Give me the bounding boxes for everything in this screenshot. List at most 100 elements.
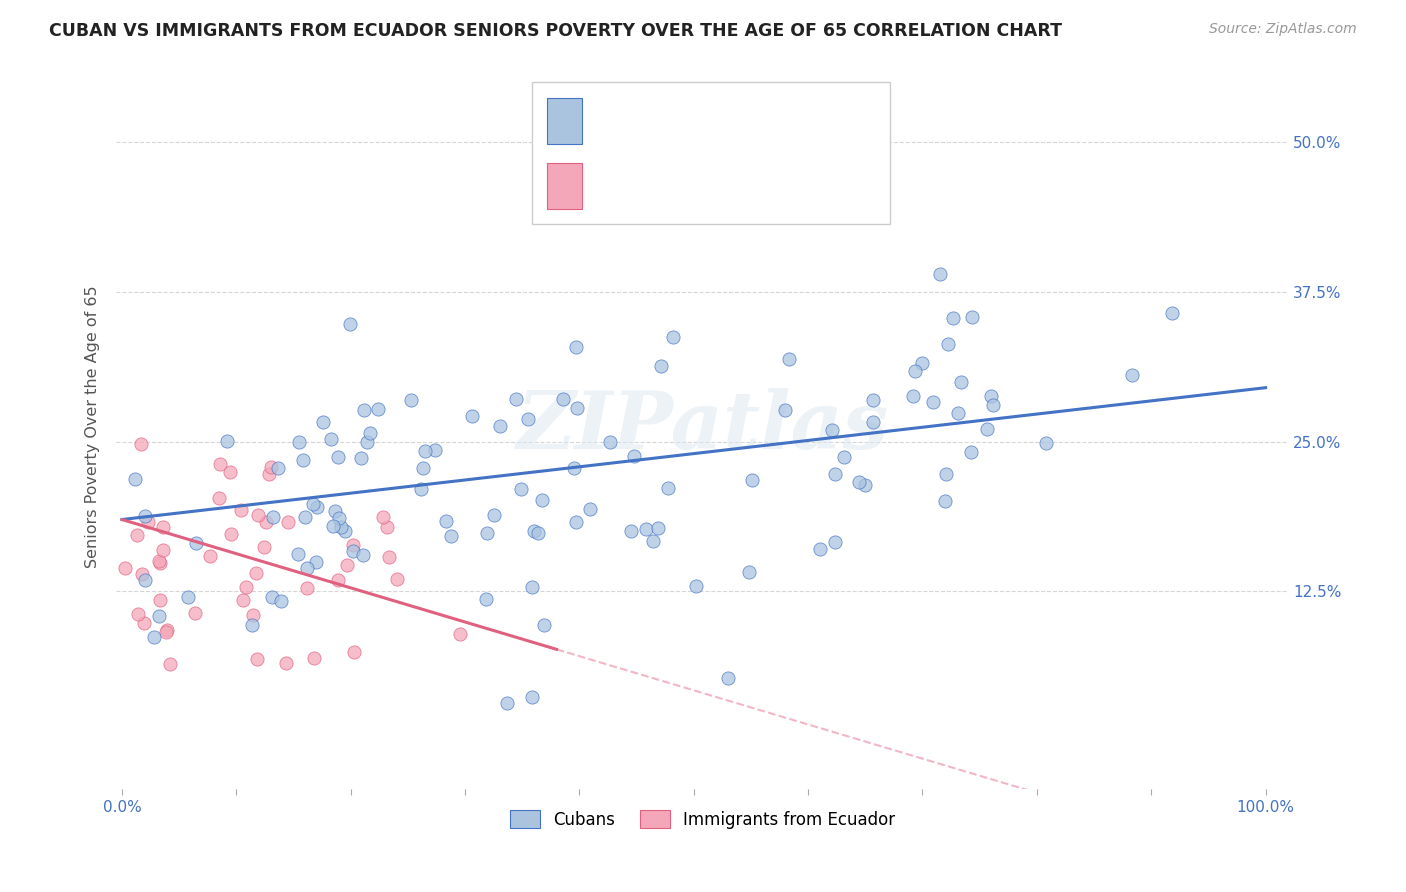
Point (149, 556, 172, 570)
Point (342, 544, 364, 558)
Point (562, 461, 585, 475)
Point (385, 572, 408, 586)
Point (208, 491, 231, 505)
Point (321, 433, 343, 447)
Point (305, 500, 328, 515)
Point (152, 520, 174, 534)
Point (862, 415, 884, 429)
Point (267, 461, 290, 475)
Point (1035, 435, 1057, 450)
Point (356, 434, 378, 449)
Point (339, 317, 361, 331)
Point (903, 364, 925, 378)
Point (832, 450, 855, 465)
Point (950, 375, 973, 389)
Point (373, 510, 395, 524)
Point (1121, 368, 1143, 382)
Point (934, 494, 956, 508)
Point (328, 450, 350, 464)
Point (928, 267, 950, 281)
Point (496, 696, 519, 710)
Point (159, 657, 181, 672)
Point (412, 461, 434, 475)
Point (254, 515, 277, 529)
Point (294, 510, 316, 524)
Point (935, 467, 957, 481)
Point (505, 392, 527, 406)
Point (270, 594, 292, 608)
Point (922, 395, 945, 409)
Point (911, 356, 934, 370)
Point (773, 403, 796, 417)
Point (526, 525, 548, 540)
Text: ZIPatlas: ZIPatlas (516, 388, 889, 466)
Point (350, 450, 373, 465)
Point (482, 508, 505, 522)
Point (636, 522, 658, 536)
Point (232, 593, 254, 607)
Y-axis label: Seniors Poverty Over the Age of 65: Seniors Poverty Over the Age of 65 (86, 285, 100, 568)
Point (620, 524, 643, 538)
Point (434, 514, 457, 528)
Legend: Cubans, Immigrants from Ecuador: Cubans, Immigrants from Ecuador (503, 804, 901, 835)
Point (131, 437, 153, 451)
Point (657, 481, 679, 495)
Point (260, 460, 283, 475)
Point (440, 529, 463, 543)
Point (342, 538, 364, 552)
Point (221, 526, 243, 541)
Point (246, 508, 269, 523)
Point (143, 630, 166, 644)
Point (359, 426, 381, 441)
Point (520, 690, 543, 705)
Point (134, 508, 156, 523)
Point (257, 467, 280, 482)
Point (510, 482, 533, 496)
Point (375, 520, 398, 534)
Point (564, 340, 586, 354)
Point (148, 554, 170, 568)
Point (960, 445, 983, 459)
Point (329, 520, 352, 534)
Point (1161, 306, 1184, 320)
Point (336, 558, 359, 572)
Point (415, 444, 437, 458)
Point (450, 626, 472, 640)
Point (305, 554, 328, 568)
Point (184, 606, 207, 620)
Point (352, 548, 374, 562)
Point (353, 403, 375, 417)
Point (821, 423, 844, 437)
Point (565, 401, 588, 415)
Point (579, 501, 602, 516)
Point (461, 409, 484, 423)
Point (288, 434, 311, 449)
Point (322, 518, 344, 533)
Point (533, 618, 555, 632)
Text: CUBAN VS IMMIGRANTS FROM ECUADOR SENIORS POVERTY OVER THE AGE OF 65 CORRELATION : CUBAN VS IMMIGRANTS FROM ECUADOR SENIORS… (49, 22, 1062, 40)
Point (411, 483, 433, 497)
Point (378, 549, 401, 564)
Point (981, 398, 1004, 412)
Point (114, 560, 136, 574)
Point (942, 310, 965, 325)
Point (295, 561, 318, 575)
Point (960, 310, 983, 325)
Point (323, 504, 346, 518)
Point (551, 392, 574, 407)
Point (643, 533, 665, 548)
Point (231, 503, 253, 517)
Point (274, 656, 297, 670)
Point (717, 672, 740, 686)
Point (862, 392, 884, 407)
Point (198, 549, 221, 564)
Point (132, 616, 155, 631)
Point (235, 580, 257, 594)
Point (328, 511, 350, 525)
Point (246, 652, 269, 666)
Point (623, 449, 645, 463)
Point (277, 516, 299, 530)
Point (662, 330, 685, 344)
Point (343, 645, 366, 659)
Point (333, 524, 356, 538)
